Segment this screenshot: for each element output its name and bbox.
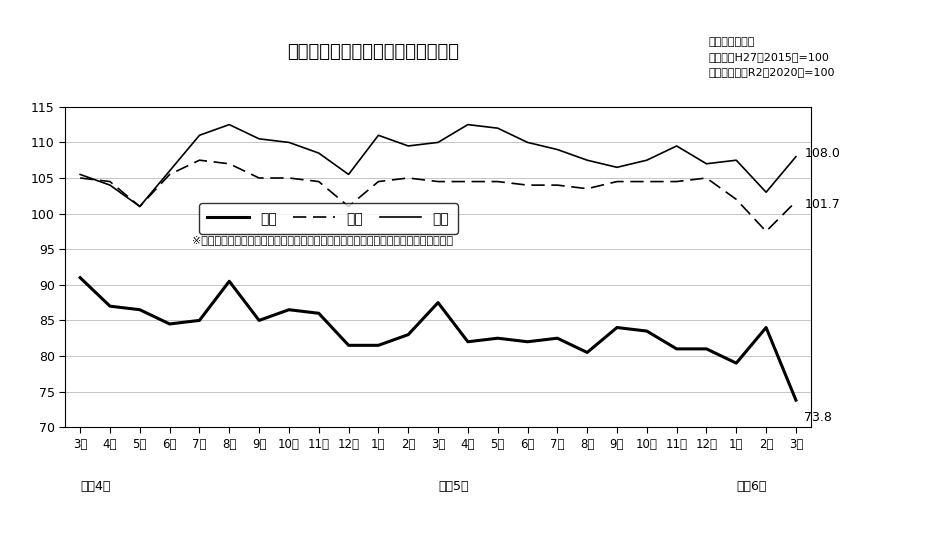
Text: 本県・全国・九州の生産指数の推移: 本県・全国・九州の生産指数の推移 (287, 43, 459, 61)
Text: 101.7: 101.7 (804, 198, 840, 211)
Text: 令和5年: 令和5年 (438, 480, 469, 493)
Text: 108.0: 108.0 (804, 147, 840, 160)
Text: 令和6年: 令和6年 (736, 480, 767, 493)
Text: 73.8: 73.8 (804, 411, 832, 424)
Text: 季節調整済指数
宮崎県はH27（2015）=100
全国、九州はR2（2020）=100: 季節調整済指数 宮崎県はH27（2015）=100 全国、九州はR2（2020）… (708, 37, 835, 77)
Text: ※　全国・九州については、各時系列データ確認により従来グラフを修正しています。: ※ 全国・九州については、各時系列データ確認により従来グラフを修正しています。 (192, 235, 453, 245)
Text: 令和4年: 令和4年 (80, 480, 111, 493)
Legend: 宮崎, 全国, 九州: 宮崎, 全国, 九州 (199, 203, 458, 234)
